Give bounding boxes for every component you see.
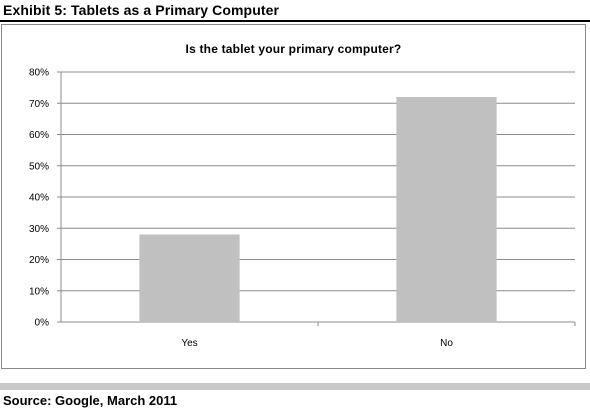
source-note: Source: Google, March 2011 (3, 393, 178, 408)
x-category-label: Yes (181, 338, 197, 349)
y-tick-label: 10% (29, 286, 49, 297)
bar-chart: 0% 10% 20% 30% 40% 50% 60% 70% 80% Yes No (29, 68, 576, 349)
bar-no (396, 97, 497, 322)
y-tick-label: 60% (29, 130, 49, 141)
chart-title: Is the tablet your primary computer? (185, 42, 402, 56)
y-tick-label: 30% (29, 224, 49, 235)
y-tick-label: 20% (29, 255, 49, 266)
y-tick-label: 0% (35, 318, 50, 329)
exhibit-title: Exhibit 5: Tablets as a Primary Computer (3, 2, 280, 18)
y-tick-label: 70% (29, 99, 49, 110)
title-rule (0, 20, 590, 22)
chart-frame: Is the tablet your primary computer? 0% 1… (1, 24, 586, 369)
y-tick-label: 80% (29, 68, 49, 79)
y-tick-label: 40% (29, 193, 49, 204)
x-category-label: No (440, 338, 453, 349)
y-tick-label: 50% (29, 161, 49, 172)
bar-yes (139, 234, 240, 322)
footer-rule (0, 383, 590, 390)
